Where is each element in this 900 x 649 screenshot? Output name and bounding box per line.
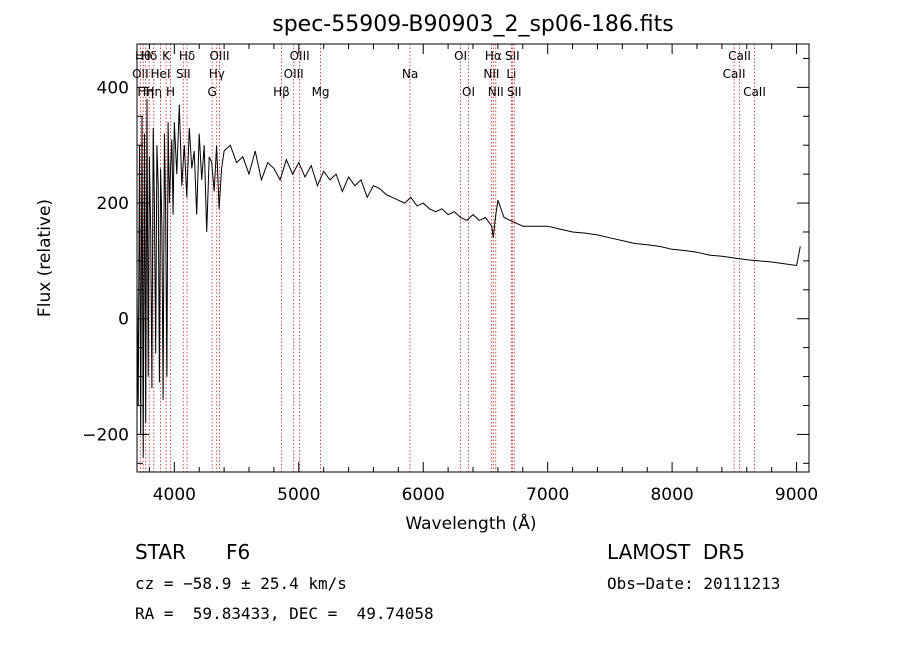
y-axis-label: Flux (relative) bbox=[35, 199, 55, 317]
line-marker-label: SII bbox=[176, 67, 191, 81]
x-tick-label: 9000 bbox=[775, 485, 818, 505]
line-marker-label: Mg bbox=[312, 85, 330, 99]
redshift-text: cz = −58.9 ± 25.4 km/s bbox=[135, 574, 347, 593]
line-marker-label: SII bbox=[505, 49, 520, 63]
line-marker-label: Na bbox=[402, 67, 418, 81]
object-subclass: F6 bbox=[226, 540, 251, 564]
spectral-line-markers: OIIHθHηHδHηHeIKHSIIHδGHγOIIIHβOIIIOIIIMg… bbox=[132, 44, 766, 472]
line-marker-label: OI bbox=[462, 85, 475, 99]
y-tick-label: 400 bbox=[97, 78, 129, 98]
axis-ticks: 4000 5000 6000 7000 8000 9000 −200 0 200 400 bbox=[82, 44, 818, 505]
line-marker-label: G bbox=[208, 85, 217, 99]
coordinates-text: RA = 59.83433, DEC = 49.74058 bbox=[135, 604, 434, 623]
line-marker-label: Li bbox=[506, 67, 516, 81]
line-marker-label: OIII bbox=[209, 49, 229, 63]
y-tick-label: 0 bbox=[118, 310, 129, 330]
line-marker-label: CaII bbox=[723, 67, 746, 81]
x-tick-label: 7000 bbox=[526, 485, 569, 505]
x-tick-label: 6000 bbox=[402, 485, 445, 505]
chart-title: spec-55909-B90903_2_sp06-186.fits bbox=[272, 12, 674, 37]
obs-date-text: Obs−Date: 20111213 bbox=[607, 574, 781, 593]
line-marker-label: Hδ bbox=[141, 49, 157, 63]
x-tick-label: 4000 bbox=[153, 485, 196, 505]
x-tick-label: 5000 bbox=[277, 485, 320, 505]
line-marker-label: Hη bbox=[145, 85, 162, 99]
line-marker-label: OIII bbox=[290, 49, 310, 63]
line-marker-label: K bbox=[162, 49, 171, 63]
line-marker-label: Hα bbox=[485, 49, 502, 63]
line-marker-label: NII bbox=[483, 67, 499, 81]
y-tick-label: −200 bbox=[82, 425, 129, 445]
line-marker-label: Hθ bbox=[135, 49, 151, 63]
line-marker-label: CaII bbox=[728, 49, 751, 63]
spectrum-line bbox=[136, 98, 801, 458]
spectrum-line-group bbox=[136, 98, 801, 458]
line-marker-label: Hβ bbox=[273, 85, 290, 99]
y-tick-label: 200 bbox=[97, 194, 129, 214]
object-class: STAR bbox=[135, 540, 186, 564]
line-marker-label: SII bbox=[507, 85, 522, 99]
x-tick-label: 8000 bbox=[650, 485, 693, 505]
line-marker-label: CaII bbox=[743, 85, 766, 99]
line-marker-label: Hδ bbox=[179, 49, 195, 63]
x-axis-label: Wavelength (Å) bbox=[405, 512, 536, 534]
line-marker-label: HeI bbox=[151, 67, 171, 81]
line-marker-label: OI bbox=[454, 49, 467, 63]
line-marker-label: H bbox=[166, 85, 175, 99]
line-marker-label: OII bbox=[132, 67, 149, 81]
line-marker-label: NII bbox=[488, 85, 504, 99]
line-marker-label: OIII bbox=[284, 67, 304, 81]
plot-frame bbox=[136, 43, 810, 473]
line-marker-label: Hη bbox=[137, 85, 154, 99]
line-marker-label: Hγ bbox=[209, 67, 225, 81]
survey-label: LAMOST DR5 bbox=[607, 540, 745, 564]
